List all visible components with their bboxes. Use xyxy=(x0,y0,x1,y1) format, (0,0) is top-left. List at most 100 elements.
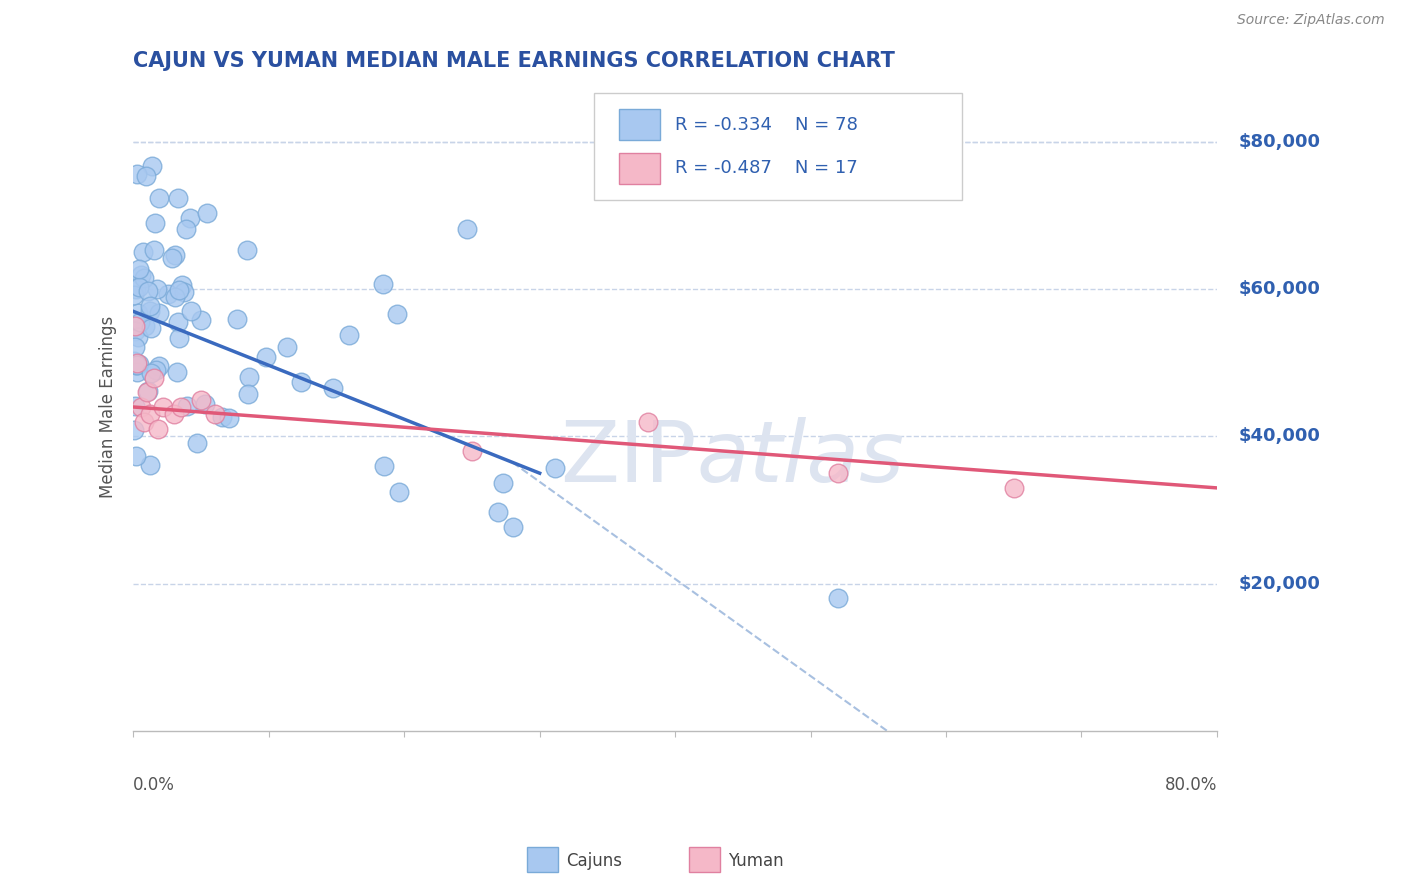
Point xyxy=(290,376,312,390)
Text: atlas: atlas xyxy=(697,417,905,500)
Point xyxy=(337,328,360,343)
Point xyxy=(167,331,190,345)
Point xyxy=(167,283,190,297)
Point xyxy=(132,245,155,260)
Point xyxy=(143,216,166,230)
Point xyxy=(141,159,163,173)
Y-axis label: Median Male Earnings: Median Male Earnings xyxy=(100,316,117,498)
Point xyxy=(166,315,188,329)
FancyBboxPatch shape xyxy=(619,109,659,140)
Point xyxy=(135,385,157,400)
Point xyxy=(186,436,208,450)
Point xyxy=(139,458,162,473)
Point xyxy=(122,423,145,437)
Point xyxy=(128,262,150,277)
Point xyxy=(373,458,395,473)
Text: Yuman: Yuman xyxy=(728,852,785,870)
Point xyxy=(124,319,146,334)
FancyBboxPatch shape xyxy=(593,93,962,200)
Text: R = -0.334    N = 78: R = -0.334 N = 78 xyxy=(675,116,858,134)
Point xyxy=(124,400,146,414)
Point xyxy=(385,307,408,321)
Point xyxy=(174,222,197,236)
Point xyxy=(129,268,152,283)
Point xyxy=(371,277,394,292)
Text: 0.0%: 0.0% xyxy=(134,776,176,794)
Point xyxy=(492,476,515,491)
Point xyxy=(139,366,162,380)
Point xyxy=(176,399,198,413)
Point xyxy=(124,324,146,338)
Point xyxy=(138,408,160,422)
Text: $80,000: $80,000 xyxy=(1239,133,1320,151)
Point xyxy=(141,321,163,335)
Point xyxy=(156,287,179,301)
Point xyxy=(190,313,212,327)
Point xyxy=(238,387,260,401)
Point xyxy=(1002,481,1025,495)
Point xyxy=(139,304,162,318)
Text: CAJUN VS YUMAN MEDIAN MALE EARNINGS CORRELATION CHART: CAJUN VS YUMAN MEDIAN MALE EARNINGS CORR… xyxy=(134,51,896,70)
Point xyxy=(125,167,148,181)
Point xyxy=(461,444,484,458)
Point xyxy=(125,358,148,372)
Point xyxy=(134,415,156,429)
Point xyxy=(544,461,567,475)
Point xyxy=(179,211,201,226)
Point xyxy=(127,330,149,344)
Point xyxy=(166,191,188,205)
Point xyxy=(127,356,149,370)
Point xyxy=(148,191,170,205)
Point xyxy=(160,252,183,266)
Point xyxy=(173,285,195,300)
Point xyxy=(136,285,159,299)
Point xyxy=(148,359,170,373)
FancyBboxPatch shape xyxy=(619,153,659,184)
Point xyxy=(166,365,188,379)
Text: ZIP: ZIP xyxy=(561,417,697,500)
Point xyxy=(135,169,157,183)
Point xyxy=(170,277,193,292)
Point xyxy=(637,415,659,429)
Point xyxy=(128,357,150,371)
Point xyxy=(134,271,156,285)
Point xyxy=(225,312,247,326)
Point xyxy=(218,410,240,425)
Point xyxy=(145,363,167,377)
Text: $40,000: $40,000 xyxy=(1239,427,1320,445)
Point xyxy=(190,392,212,407)
Point xyxy=(131,400,153,414)
Point xyxy=(127,306,149,320)
Point xyxy=(170,400,193,414)
Point xyxy=(165,248,187,262)
Point xyxy=(456,222,478,236)
Point xyxy=(204,408,226,422)
Point xyxy=(122,354,145,368)
Point xyxy=(122,288,145,302)
Point xyxy=(136,384,159,399)
Text: R = -0.487    N = 17: R = -0.487 N = 17 xyxy=(675,159,858,178)
Point xyxy=(148,306,170,320)
Text: $20,000: $20,000 xyxy=(1239,574,1320,592)
Point xyxy=(152,400,174,414)
Text: Source: ZipAtlas.com: Source: ZipAtlas.com xyxy=(1237,13,1385,28)
Point xyxy=(486,505,509,519)
Point xyxy=(129,315,152,329)
Point xyxy=(236,243,259,257)
Text: $60,000: $60,000 xyxy=(1239,280,1320,298)
Point xyxy=(124,340,146,354)
Point xyxy=(125,282,148,296)
Point xyxy=(125,358,148,372)
Point xyxy=(195,206,218,220)
Point xyxy=(138,299,160,313)
Point xyxy=(146,282,169,296)
Point xyxy=(322,381,344,395)
Point xyxy=(134,319,156,334)
Point xyxy=(146,422,169,436)
Point xyxy=(388,485,411,500)
Point xyxy=(238,370,260,384)
Point xyxy=(142,243,165,257)
Point xyxy=(163,290,186,304)
Point xyxy=(180,304,202,318)
Point xyxy=(276,341,298,355)
